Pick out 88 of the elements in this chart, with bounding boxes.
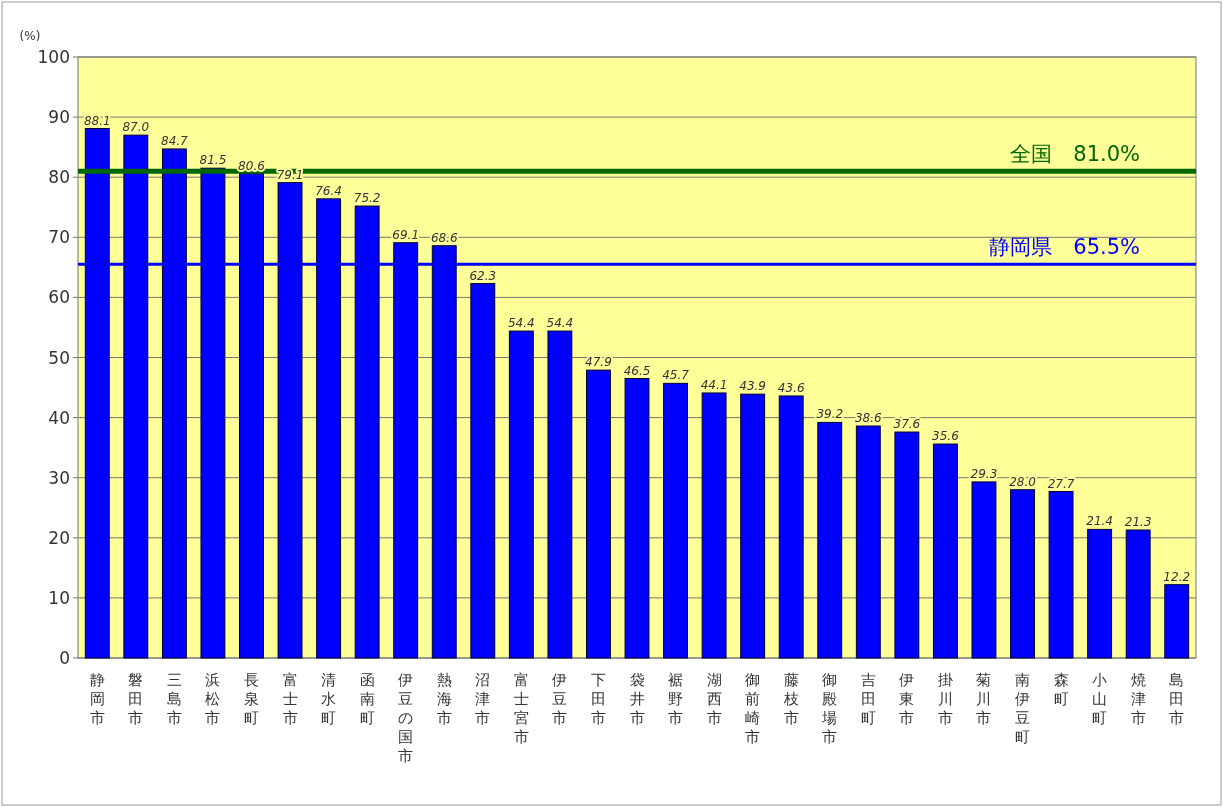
data-label: 43.6 (777, 380, 805, 395)
x-tick-label: 森町 (1053, 671, 1069, 708)
data-label: 80.6 (238, 158, 266, 173)
y-tick-label: 10 (48, 587, 70, 608)
bar (508, 330, 534, 659)
bar (894, 431, 920, 659)
data-label: 76.4 (315, 183, 342, 198)
bar (1125, 529, 1151, 659)
x-tick-label: 沼津市 (475, 671, 491, 727)
data-label: 35.6 (932, 429, 960, 444)
bar (470, 283, 496, 659)
data-label: 87.0 (122, 120, 150, 135)
x-tick-label: 函南町 (359, 671, 375, 727)
bar (1087, 528, 1113, 659)
x-tick-label: 浜松市 (205, 671, 221, 727)
bar (663, 382, 688, 659)
data-label: 54.4 (507, 316, 535, 331)
data-label: 21.3 (1124, 514, 1152, 529)
x-tick-label: 島田市 (1169, 671, 1185, 727)
y-tick-label: 60 (48, 287, 70, 308)
x-tick-label: 静岡市 (89, 671, 105, 727)
data-label: 27.7 (1047, 476, 1075, 491)
data-label: 44.1 (700, 377, 728, 392)
x-tick-label: 湖西市 (706, 671, 722, 727)
x-tick-label: 御前崎市 (745, 671, 761, 746)
bar (817, 421, 843, 659)
data-label: 28.0 (1009, 474, 1037, 489)
ref-line-label: 静岡県 65.5% (989, 235, 1140, 260)
bar (932, 443, 958, 659)
data-label: 84.7 (161, 133, 189, 148)
y-tick-label: 20 (48, 527, 70, 548)
x-tick-label: 富士市 (282, 671, 298, 727)
x-tick-label: 焼津市 (1130, 671, 1146, 727)
y-tick-label: 30 (48, 467, 70, 488)
data-label: 75.2 (353, 191, 381, 206)
bar (586, 369, 611, 659)
x-tick-label: 富士宮市 (513, 671, 529, 746)
data-label: 62.3 (469, 268, 497, 283)
bar (855, 425, 881, 659)
data-label: 45.7 (662, 368, 690, 383)
data-label: 81.5 (199, 153, 227, 168)
x-tick-label: 裾野市 (668, 671, 684, 727)
x-tick-label: 下田市 (590, 671, 606, 727)
x-tick-label: 小山町 (1092, 671, 1108, 727)
x-tick-label: 熱海市 (436, 671, 452, 727)
data-label: 21.4 (1086, 514, 1113, 529)
x-tick-label: 御殿場市 (821, 671, 838, 746)
y-tick-label: 100 (37, 47, 70, 67)
x-tick-label: 袋井市 (629, 671, 645, 727)
bar (701, 392, 727, 659)
x-tick-label: 伊東市 (899, 671, 915, 727)
ref-line-label: 全国 81.0% (1010, 142, 1140, 167)
y-axis-title: (%) (19, 29, 41, 43)
data-label: 29.3 (970, 466, 998, 481)
data-label: 47.9 (585, 355, 612, 370)
data-label: 46.5 (623, 363, 651, 378)
data-label: 69.1 (392, 227, 420, 242)
bar (1048, 491, 1074, 659)
bar (624, 378, 650, 659)
bar (547, 330, 573, 659)
bar (740, 393, 766, 659)
data-label: 37.6 (893, 417, 921, 432)
x-tick-label: 長泉町 (243, 671, 259, 727)
x-tick-label: 伊豆の国市 (398, 671, 414, 765)
y-tick-label: 90 (48, 107, 70, 128)
bar (1164, 584, 1190, 659)
bar (1010, 489, 1035, 659)
data-label: 88.1 (83, 113, 111, 128)
x-tick-label: 南伊豆町 (1015, 671, 1031, 746)
y-tick-label: 0 (59, 648, 70, 668)
bar (778, 395, 804, 659)
data-label: 68.6 (430, 230, 458, 245)
x-tick-label: 掛川市 (937, 671, 953, 727)
x-tick-label: 清水町 (321, 671, 337, 727)
x-tick-label: 磐田市 (128, 671, 144, 727)
x-tick-label: 伊豆市 (552, 671, 568, 727)
y-tick-label: 50 (48, 347, 70, 368)
data-label: 12.2 (1163, 569, 1191, 584)
x-tick-label: 三島市 (166, 671, 182, 727)
y-tick-label: 70 (48, 227, 70, 248)
y-tick-label: 40 (48, 407, 70, 428)
y-tick-label: 80 (48, 167, 70, 188)
x-tick-label: 菊川市 (976, 671, 992, 727)
data-label: 54.4 (546, 316, 574, 331)
bar (971, 481, 997, 659)
data-label: 43.9 (739, 379, 767, 394)
x-tick-label: 藤枝市 (782, 671, 799, 727)
x-tick-label: 吉田町 (860, 671, 876, 727)
